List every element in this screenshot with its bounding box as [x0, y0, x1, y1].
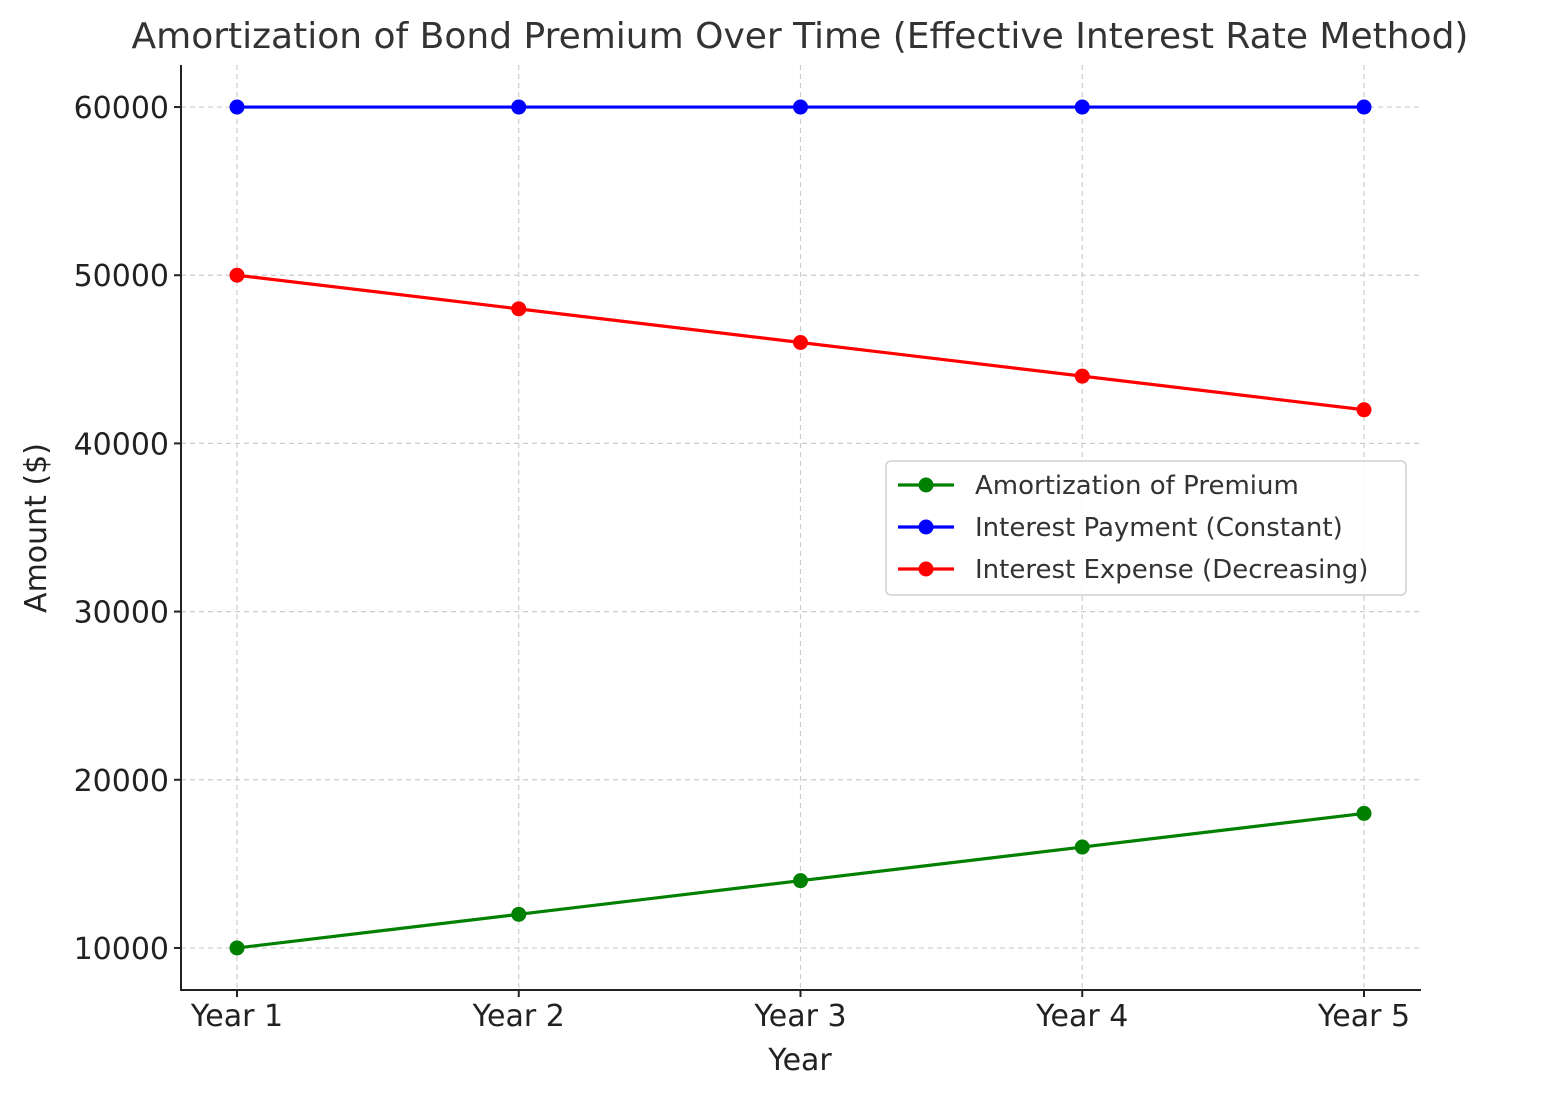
data-point: [1356, 805, 1372, 821]
ticks: Year 1 Year 2 Year 3 Year 4 Year 5 10000 20000…: [74, 91, 1411, 1034]
data-point: [511, 99, 527, 115]
legend-box: [885, 460, 1407, 596]
series-2: [229, 99, 1372, 115]
data-point: [1356, 402, 1372, 418]
series-1: [229, 805, 1372, 956]
legend-swatch-marker: [918, 477, 934, 493]
series-layer: [229, 99, 1372, 956]
chart-title: Amortization of Bond Premium Over Time (…: [132, 16, 1469, 57]
data-point: [1356, 99, 1372, 115]
legend-label: Amortization of Premium: [975, 471, 1299, 501]
legend-entry: Interest Payment (Constant): [898, 513, 1343, 543]
y-axis-label: Amount ($): [19, 443, 54, 613]
legend: Amortization of Premium Interest Payment …: [885, 460, 1407, 596]
y-tick-label: 50000: [74, 259, 169, 294]
data-point: [1074, 368, 1090, 384]
data-point: [793, 873, 808, 889]
x-tick-label: Year 3: [753, 999, 846, 1034]
legend-swatch-marker: [918, 519, 934, 535]
x-tick-label: Year 1: [190, 999, 283, 1034]
data-point: [511, 906, 527, 922]
data-point: [793, 99, 808, 115]
y-tick-label: 60000: [74, 91, 169, 126]
x-tick-label: Year 2: [472, 999, 565, 1034]
data-point: [229, 99, 245, 115]
legend-entry: Amortization of Premium: [898, 471, 1299, 501]
data-point: [1074, 99, 1090, 115]
x-tick-label: Year 4: [1035, 999, 1128, 1034]
y-tick-label: 30000: [74, 596, 169, 631]
y-tick-label: 10000: [74, 932, 169, 967]
data-point: [1074, 839, 1090, 855]
data-point: [511, 301, 527, 317]
legend-label: Interest Expense (Decreasing): [975, 555, 1368, 585]
legend-swatch-marker: [918, 561, 934, 577]
legend-label: Interest Payment (Constant): [975, 513, 1343, 543]
x-axis-label: Year: [767, 1043, 832, 1078]
y-tick-label: 20000: [74, 764, 169, 799]
data-point: [229, 940, 245, 956]
data-point: [793, 335, 808, 350]
x-tick-label: Year 5: [1317, 999, 1410, 1034]
y-tick-label: 40000: [74, 427, 169, 462]
legend-entry: Interest Expense (Decreasing): [898, 555, 1368, 585]
data-point: [229, 267, 245, 283]
series-3: [229, 267, 1372, 418]
